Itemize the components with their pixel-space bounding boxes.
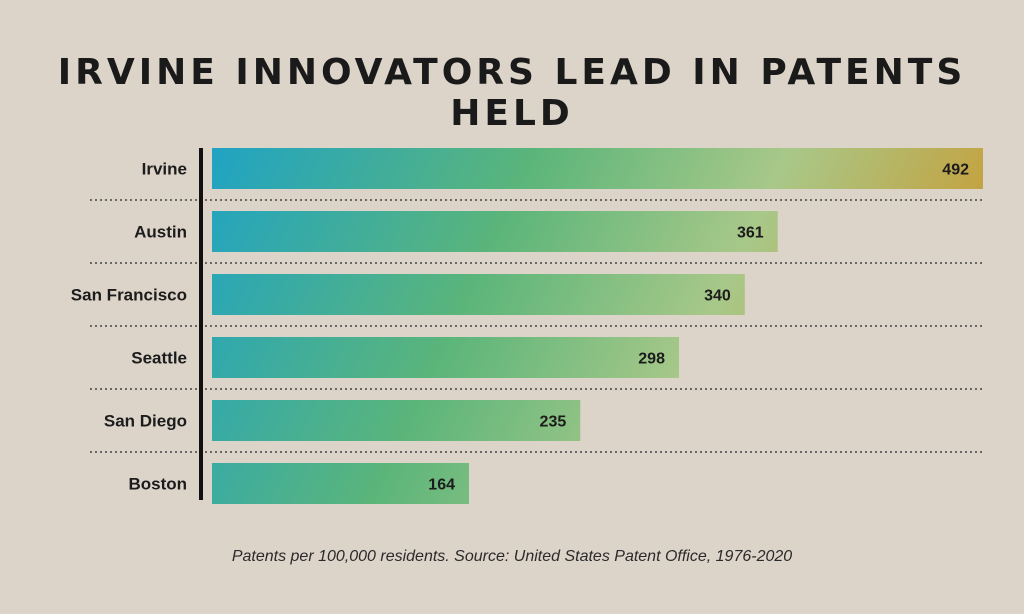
category-label: San Diego: [104, 412, 187, 431]
bar-seattle: [212, 337, 679, 378]
value-label: 492: [942, 162, 969, 179]
value-label: 298: [638, 351, 665, 368]
bar-austin: [212, 211, 778, 252]
bar-san-francisco: [212, 274, 745, 315]
value-label: 361: [737, 225, 764, 242]
bar-boston: [212, 463, 469, 504]
row-separators: [90, 199, 983, 453]
value-label: 164: [428, 477, 455, 494]
bar-irvine: [212, 148, 983, 189]
chart-caption: Patents per 100,000 residents. Source: U…: [231, 548, 793, 565]
category-label: Austin: [134, 223, 187, 242]
category-label: Seattle: [131, 349, 187, 368]
category-labels: Irvine Austin San Francisco Seattle San Dieg…: [71, 160, 187, 494]
chart-title: IRVINE INNOVATORS LEAD IN PATENTS HELD: [57, 52, 967, 134]
category-label: Boston: [128, 475, 187, 494]
bars: [212, 148, 983, 504]
category-label: Irvine: [142, 160, 187, 179]
value-label: 340: [704, 288, 731, 305]
value-labels: 492 361 340 298 235 164: [428, 162, 969, 494]
bar-san-diego: [212, 400, 581, 441]
category-label: San Francisco: [71, 286, 187, 305]
value-label: 235: [540, 414, 567, 431]
